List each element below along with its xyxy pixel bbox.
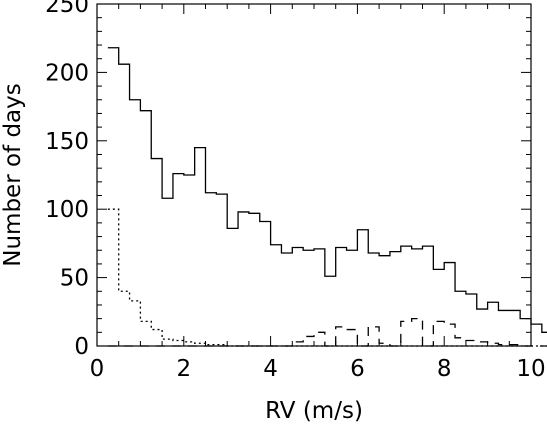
x-tick-label: 2 — [176, 356, 191, 382]
y-tick-label: 150 — [45, 129, 89, 155]
series-dotted — [107, 208, 547, 347]
y-tick-label: 50 — [60, 266, 89, 292]
x-tick-label: 0 — [90, 356, 105, 382]
y-tick-label: 200 — [45, 60, 89, 86]
x-tick-label: 6 — [350, 356, 365, 382]
x-tick-label: 8 — [437, 356, 452, 382]
y-tick-label: 250 — [45, 0, 89, 18]
x-tick-label: 10 — [516, 356, 545, 382]
y-tick-label: 0 — [74, 334, 89, 360]
histogram-series — [107, 47, 547, 347]
y-tick-label: 100 — [45, 197, 89, 223]
x-axis-title: RV (m/s) — [265, 398, 363, 424]
series-solid — [107, 47, 547, 333]
series-dashed — [107, 317, 547, 347]
y-axis-title: Number of days — [0, 83, 26, 266]
x-tick-label: 4 — [263, 356, 278, 382]
